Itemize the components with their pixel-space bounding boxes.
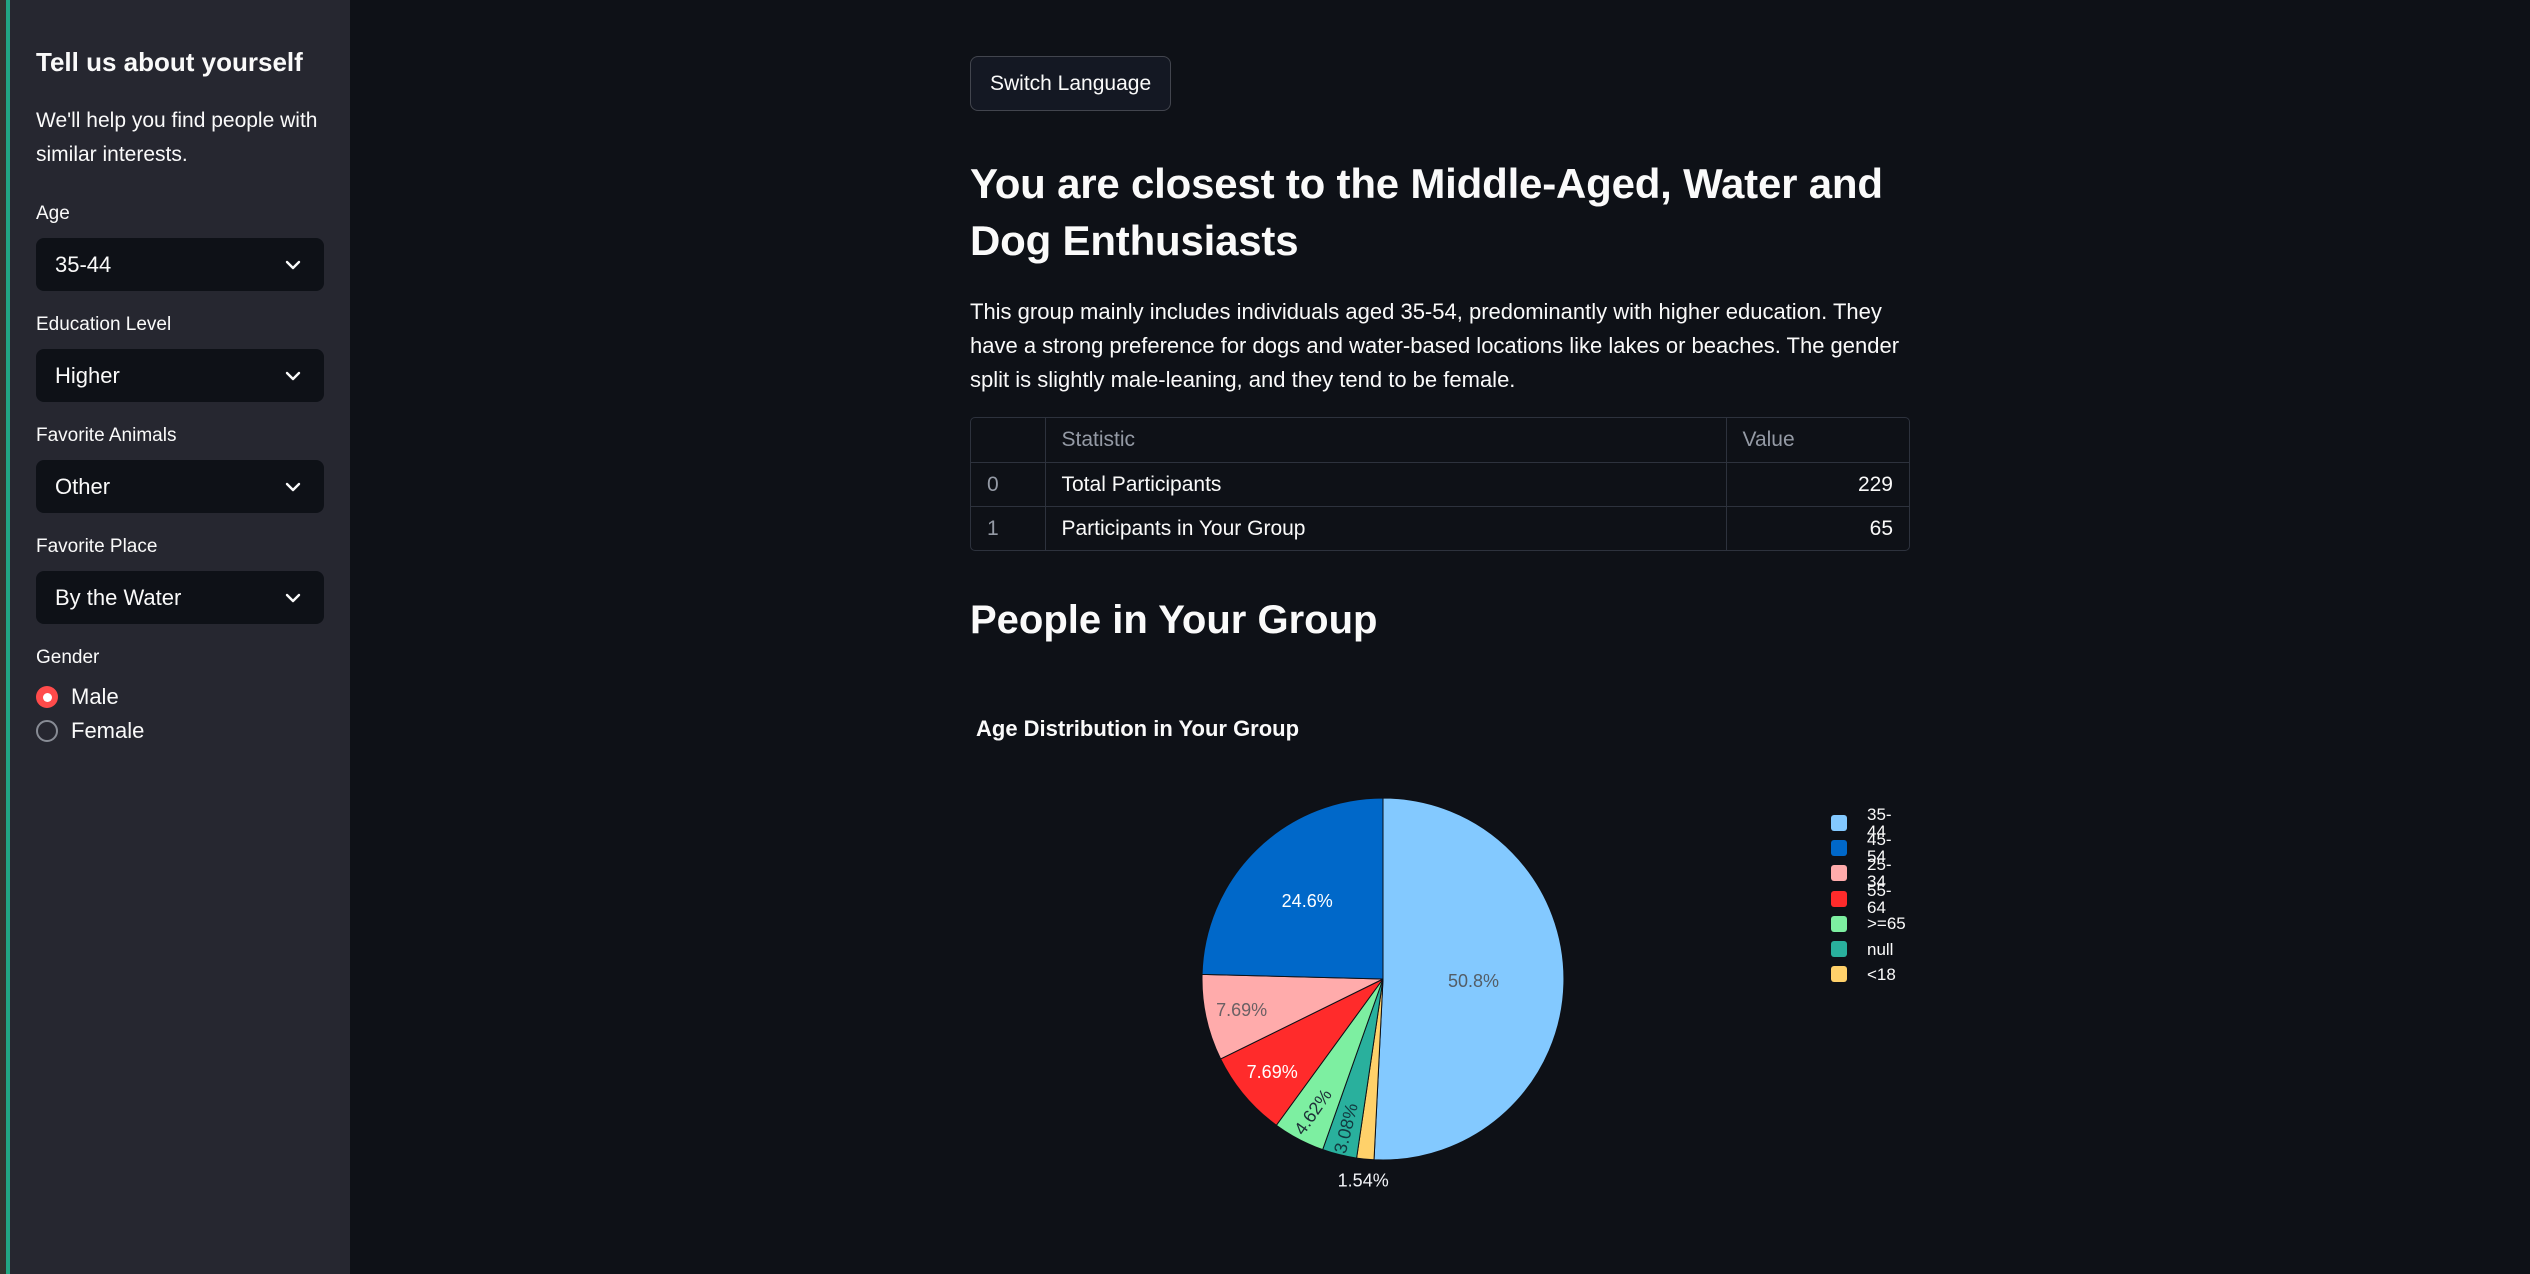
page-title: You are closest to the Middle-Aged, Wate…: [970, 160, 1883, 264]
legend-swatch-icon: [1831, 915, 1847, 932]
legend-item[interactable]: <18: [1831, 962, 1910, 987]
radio-option-male[interactable]: Male: [36, 680, 324, 714]
group-description: This group mainly includes individuals a…: [970, 299, 1900, 392]
statistic-cell: Participants in Your Group: [1045, 506, 1727, 550]
field-gender: Gender Male Female: [36, 646, 324, 748]
education-label: Education Level: [36, 314, 172, 335]
stats-table-container: Statistic Value 0 Total Participants 229…: [970, 417, 1910, 551]
radio-male-label: Male: [71, 684, 119, 709]
legend-swatch-icon: [1831, 814, 1847, 831]
animals-select[interactable]: Other: [36, 460, 324, 513]
statistic-cell: Total Participants: [1045, 462, 1727, 507]
pie-label-45-54: 24.6%: [1282, 891, 1333, 911]
age-select-value: 35-44: [55, 251, 112, 277]
legend-item[interactable]: 55-64: [1831, 882, 1910, 916]
age-distribution-chart: Age Distribution in Your Group 50.8% 1.54…: [970, 645, 1910, 1205]
legend-swatch-icon: [1831, 966, 1847, 983]
field-age: Age 35-44: [36, 202, 324, 291]
index-column-header: [971, 418, 1046, 463]
radio-selected-icon: [36, 686, 58, 708]
section-heading: People in Your Group: [970, 598, 1378, 642]
sidebar-accent-line: [6, 0, 10, 1274]
radio-female-label: Female: [71, 718, 145, 743]
legend-swatch-icon: [1831, 865, 1847, 882]
gender-label: Gender: [36, 647, 100, 668]
pie-slice-35-44[interactable]: [1373, 797, 1565, 1161]
chevron-down-icon: [285, 260, 301, 269]
value-cell: 65: [1726, 506, 1909, 550]
sidebar-subtitle: We'll help you find people with similar …: [36, 109, 318, 166]
education-select-value: Higher: [55, 362, 120, 388]
pie-label-55-64: 7.69%: [1247, 1062, 1298, 1082]
sidebar-title: Tell us about yourself: [36, 47, 303, 77]
pie-slice-45-54[interactable]: [1201, 797, 1384, 980]
window-edge: [0, 0, 6, 1274]
education-select[interactable]: Higher: [36, 349, 324, 402]
radio-unselected-icon: [36, 720, 58, 742]
chart-legend: 35-44 45-54 25-34 55-64 >=65: [1831, 806, 1910, 987]
pie-chart-svg[interactable]: 50.8%1.54%3.08%4.62%7.69%7.69%24.6%: [970, 694, 1910, 1194]
pie-label-<18: 1.54%: [1338, 1171, 1389, 1191]
legend-swatch-icon: [1831, 941, 1847, 958]
animals-select-value: Other: [55, 473, 111, 499]
legend-item[interactable]: 45-54: [1831, 831, 1910, 865]
radio-option-female[interactable]: Female: [36, 714, 324, 748]
chevron-down-icon: [285, 593, 301, 602]
pie-label-25-34: 7.69%: [1216, 1000, 1267, 1020]
age-select[interactable]: 35-44: [36, 238, 324, 291]
chevron-down-icon: [285, 371, 301, 380]
field-education: Education Level Higher: [36, 313, 324, 402]
table-row: 1 Participants in Your Group 65: [971, 506, 1909, 550]
stats-table: Statistic Value 0 Total Participants 229…: [971, 418, 1909, 550]
place-select-value: By the Water: [55, 584, 182, 610]
legend-swatch-icon: [1831, 839, 1847, 856]
legend-swatch-icon: [1831, 890, 1847, 907]
switch-language-button[interactable]: Switch Language: [970, 56, 1172, 111]
legend-item[interactable]: 35-44: [1831, 806, 1910, 840]
age-label: Age: [36, 203, 70, 224]
animals-label: Favorite Animals: [36, 425, 177, 446]
chart-title: Age Distribution in Your Group: [976, 716, 1300, 741]
legend-item[interactable]: null: [1831, 936, 1910, 961]
field-animals: Favorite Animals Other: [36, 424, 324, 513]
table-row: 0 Total Participants 229: [971, 462, 1909, 507]
legend-item[interactable]: >=65: [1831, 911, 1910, 936]
main-content: Switch Language You are closest to the M…: [970, 0, 1910, 1205]
chevron-down-icon: [285, 482, 301, 491]
row-index: 1: [971, 506, 1046, 550]
value-cell: 229: [1726, 462, 1909, 507]
place-label: Favorite Place: [36, 536, 158, 557]
legend-item[interactable]: 25-34: [1831, 856, 1910, 890]
sidebar: Tell us about yourself We'll help you fi…: [10, 0, 350, 1274]
pie-label-35-44: 50.8%: [1448, 971, 1499, 991]
row-index: 0: [971, 462, 1046, 507]
place-select[interactable]: By the Water: [36, 571, 324, 624]
field-place: Favorite Place By the Water: [36, 535, 324, 624]
statistic-column-header: Statistic: [1045, 418, 1727, 463]
value-column-header: Value: [1726, 418, 1909, 463]
